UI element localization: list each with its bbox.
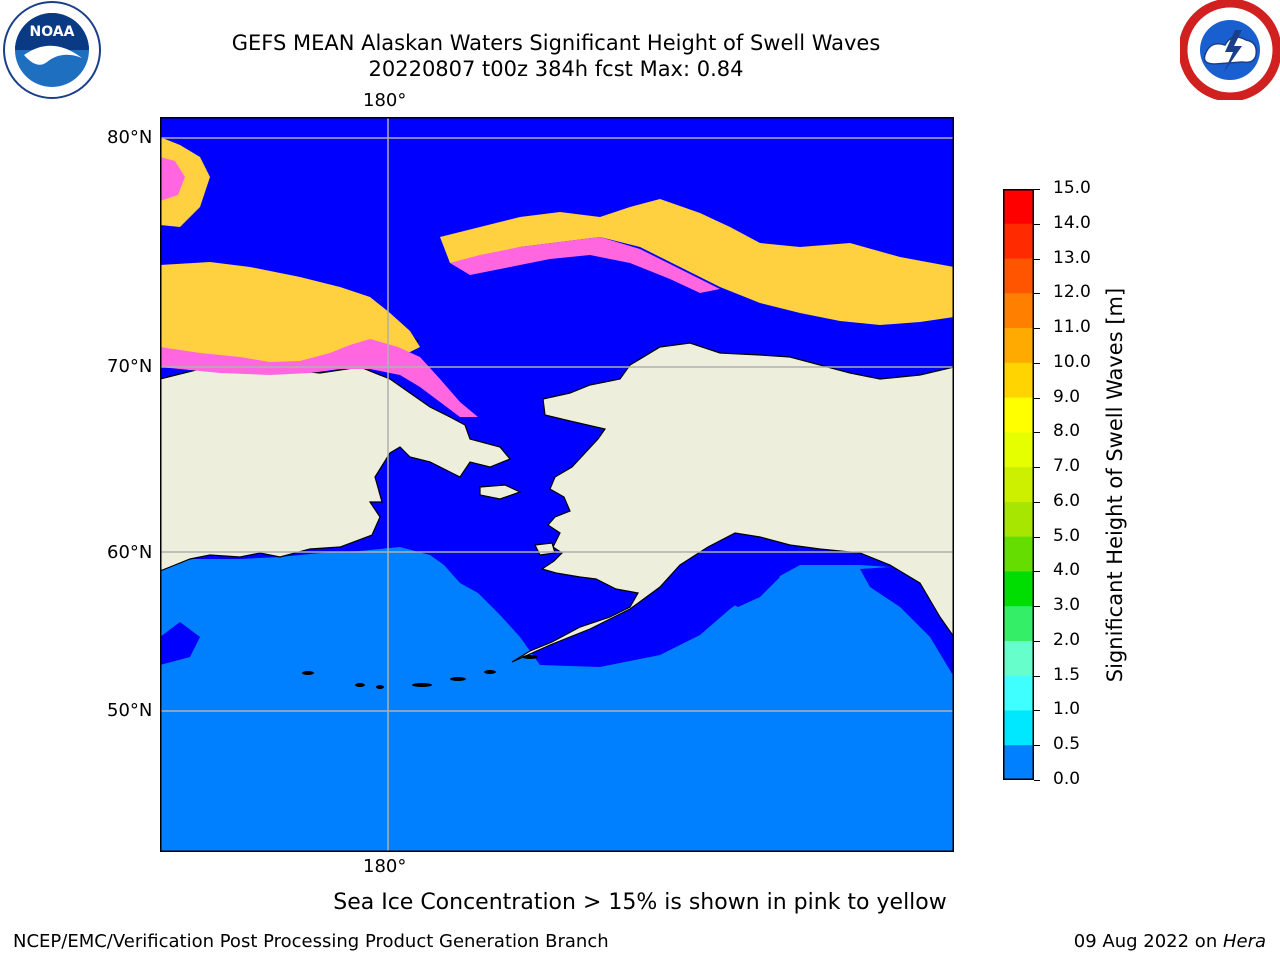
map-panel: [159, 117, 955, 852]
sea-ice-yellow-north: [440, 199, 954, 325]
colorbar-tick-mark: [1034, 189, 1040, 190]
colorbar-swatch: [1003, 293, 1034, 329]
colorbar-border: [1003, 189, 1034, 780]
colorbar-ticks: 15.0 14.0 13.0 12.0 11.0 10.0 9.0 8.0 7.0 6.0 5.0 4…: [1034, 178, 1114, 789]
colorbar-tick-label: 15.0: [1053, 178, 1091, 198]
colorbar-tick-mark: [1034, 432, 1040, 434]
colorbar-swatch: [1003, 432, 1034, 468]
page-title: GEFS MEAN Alaskan Waters Significant Hei…: [231, 31, 881, 55]
colorbar-tick-label: 4.0: [1053, 560, 1081, 581]
colorbar-tick-label: 9.0: [1053, 386, 1081, 407]
colorbar: [1003, 189, 1034, 781]
colorbar-tick-mark: [1034, 780, 1040, 781]
sea-ice-yellow-nw: [160, 137, 210, 227]
colorbar-swatch: [1003, 675, 1034, 711]
sea-ice-pink-north: [450, 237, 720, 293]
colorbar-swatch: [1003, 571, 1034, 607]
aleutian-islands: [302, 655, 538, 689]
colorbar-swatch: [1003, 223, 1034, 260]
map-canvas: [159, 117, 955, 852]
colorbar-swatch: [1003, 189, 1034, 225]
sea-ice-pink-nw: [160, 157, 185, 201]
map-border: [160, 117, 954, 852]
colorbar-tick-label: 10.0: [1053, 351, 1091, 372]
colorbar-tick-mark: [1034, 675, 1040, 677]
colorbar-tick-mark: [1034, 501, 1040, 503]
colorbar-swatch: [1003, 606, 1034, 642]
colorbar-tick-mark: [1034, 745, 1040, 747]
colorbar-tick-mark: [1034, 710, 1040, 712]
noaa-logo-icon: NOAA: [2, 0, 102, 100]
colorbar-tick-mark: [1034, 397, 1040, 399]
colorbar-tick-label: 3.0: [1053, 595, 1081, 616]
colorbar-tick-mark: [1034, 258, 1040, 260]
footer-date: 09 Aug 2022 on: [1073, 931, 1223, 952]
swell-zone-0-0p5-gulf: [720, 565, 780, 607]
colorbar-tick-mark: [1034, 640, 1040, 642]
lat-label-60: 60°N: [107, 542, 153, 563]
colorbar-tick-label: 2.0: [1053, 629, 1081, 650]
colorbar-tick-label: 6.0: [1053, 490, 1081, 511]
page-subtitle: 20220807 t00z 384h fcst Max: 0.84: [368, 57, 744, 81]
colorbar-swatch: [1003, 745, 1034, 781]
lon-label-bottom: 180°: [363, 856, 407, 877]
graticule: [160, 117, 954, 852]
colorbar-tick-mark: [1034, 328, 1040, 330]
colorbar-swatch: [1003, 328, 1034, 364]
colorbar-tick-mark: [1034, 293, 1040, 295]
footer-right: 09 Aug 2022 on Hera: [1074, 931, 1266, 952]
colorbar-label: Significant Height of Swell Waves [m]: [1103, 287, 1127, 683]
colorbar-tick-mark: [1034, 571, 1040, 573]
colorbar-tick-label: 12.0: [1053, 282, 1091, 303]
colorbar-tick-label: 13.0: [1053, 247, 1091, 268]
footer-host: Hera: [1222, 931, 1266, 952]
sea-ice-yellow-west: [160, 262, 420, 369]
colorbar-swatch: [1003, 397, 1034, 433]
colorbar-tick-label: 0.0: [1053, 769, 1081, 789]
colorbar-tick-label: 8.0: [1053, 421, 1081, 442]
colorbar-tick-mark: [1034, 223, 1040, 225]
lat-label-70: 70°N: [107, 356, 153, 377]
lon-label-top: 180°: [363, 90, 407, 111]
colorbar-swatch: [1003, 536, 1034, 572]
colorbar-swatch: [1003, 710, 1034, 746]
land-siberia: [159, 366, 511, 572]
colorbar-tick-label: 11.0: [1053, 317, 1091, 338]
colorbar-tick-label: 0.5: [1053, 734, 1081, 755]
colorbar-tick-mark: [1034, 362, 1040, 364]
colorbar-swatch: [1003, 467, 1034, 503]
colorbar-tick-mark: [1034, 606, 1040, 608]
noaa-logo-text: NOAA: [30, 24, 75, 40]
swell-zone-0-0p5-south: [160, 622, 200, 665]
land-alaska: [511, 342, 955, 663]
colorbar-tick-label: 5.0: [1053, 525, 1081, 546]
lat-label-50: 50°N: [107, 700, 153, 721]
colorbar-tick-mark: [1034, 536, 1040, 538]
nws-logo-icon: [1178, 0, 1280, 102]
colorbar-tick-label: 1.5: [1053, 664, 1081, 685]
land-st-lawrence-island: [479, 484, 522, 500]
colorbar-tick-label: 1.0: [1053, 699, 1081, 720]
colorbar-swatch: [1003, 640, 1034, 677]
colorbar-tick-mark: [1034, 467, 1040, 469]
colorbar-tick-label: 7.0: [1053, 456, 1081, 477]
colorbar-swatch: [1003, 258, 1034, 294]
colorbar-svg: [1003, 189, 1034, 781]
colorbar-swatch: [1003, 362, 1034, 399]
footer-left: NCEP/EMC/Verification Post Processing Pr…: [13, 931, 609, 952]
colorbar-tick-label: 14.0: [1053, 212, 1091, 233]
lat-label-80: 80°N: [107, 127, 153, 148]
sea-ice-note: Sea Ice Concentration > 15% is shown in …: [333, 890, 947, 915]
sea-ice-pink-west: [160, 339, 478, 417]
colorbar-swatch: [1003, 501, 1034, 538]
